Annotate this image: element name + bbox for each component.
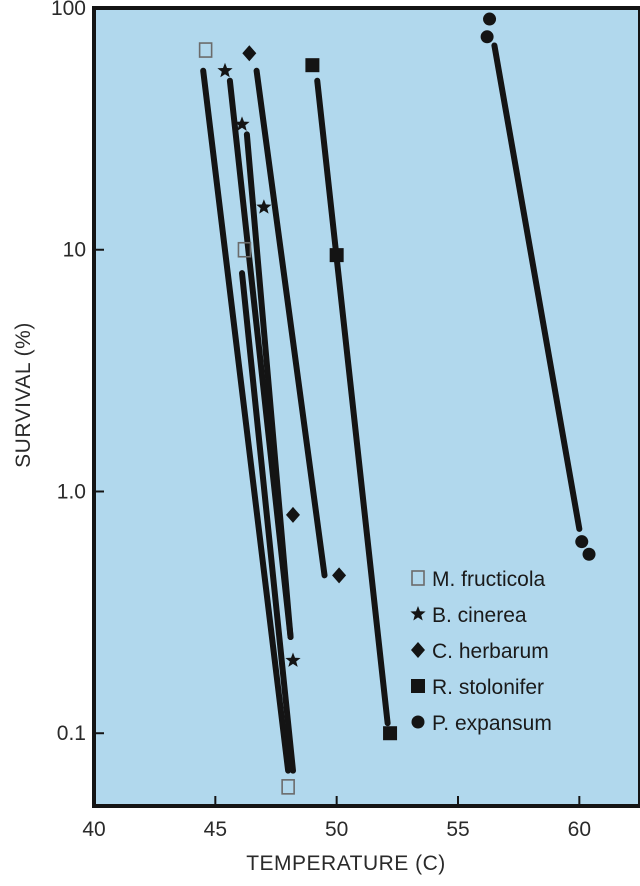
x-tick-label: 60 [568, 818, 591, 841]
plot-area [92, 6, 640, 808]
data-point-3-2 [285, 506, 300, 523]
legend-marker-5 [411, 715, 425, 729]
fit-line-1-2 [239, 270, 296, 774]
legend-label: P. expansum [432, 712, 552, 735]
legend-label: B. cinerea [432, 604, 527, 627]
x-tick-label: 45 [204, 818, 227, 841]
y-tick-label: 100 [51, 0, 86, 20]
data-point-5-2 [480, 30, 494, 44]
legend-marker-1 [411, 570, 425, 586]
legend-label: R. stolonifer [432, 676, 544, 699]
y-axis-ticks: 100 10 1.0 0.1 [51, 0, 104, 745]
y-tick-label: 0.1 [57, 722, 86, 745]
data-point-5-3 [575, 535, 589, 549]
legend: M. fructicola B. cinerea C. herbarum R. sto… [410, 568, 552, 735]
x-tick-label: 40 [82, 818, 105, 841]
data-point-1-1 [198, 42, 213, 58]
fit-line-2-2 [243, 131, 294, 641]
fit-lines [200, 42, 583, 774]
data-point-2-2 [234, 116, 250, 131]
x-axis-ticks: 40 45 50 55 60 [82, 796, 591, 841]
data-point-4-1 [305, 58, 320, 73]
fit-line-3-1 [253, 67, 328, 579]
legend-marker-4 [411, 679, 425, 693]
y-tick-label: 10 [63, 239, 86, 262]
data-point-3-1 [242, 45, 257, 62]
data-point-3-3 [332, 567, 347, 584]
data-point-2-1 [217, 62, 233, 78]
legend-label: C. herbarum [432, 640, 549, 663]
fit-line-1-1 [200, 67, 292, 774]
x-axis-title: TEMPERATURE (C) [246, 852, 446, 875]
data-point-4-3 [383, 726, 398, 741]
data-point-5-1 [483, 12, 497, 26]
legend-marker-2 [410, 606, 426, 621]
x-tick-label: 50 [325, 818, 348, 841]
legend-label: M. fructicola [432, 568, 546, 591]
y-tick-label: 1.0 [57, 480, 86, 503]
x-tick-label: 55 [446, 818, 469, 841]
data-point-1-2 [237, 241, 252, 258]
fit-line-5-1 [491, 42, 583, 532]
data-point-4-2 [329, 248, 344, 263]
data-markers [198, 12, 596, 795]
data-point-2-3 [256, 199, 272, 214]
data-point-5-4 [582, 547, 596, 561]
data-point-1-3 [281, 779, 295, 795]
data-point-2-4 [285, 652, 301, 667]
legend-marker-3 [411, 642, 425, 658]
fit-line-4-1 [314, 77, 391, 727]
y-axis-title: SURVIVAL (%) [12, 322, 35, 468]
